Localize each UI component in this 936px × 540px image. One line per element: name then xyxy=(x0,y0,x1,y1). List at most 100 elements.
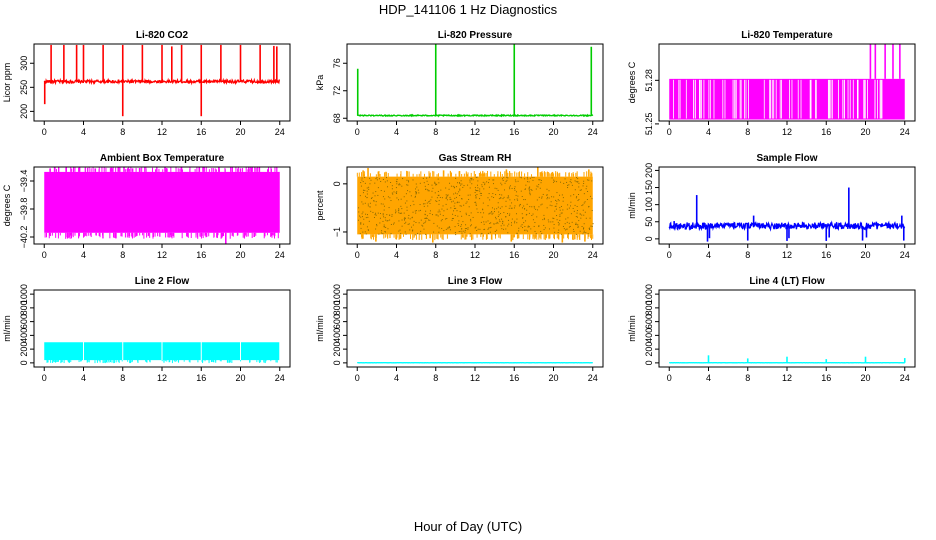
band-dot xyxy=(568,184,570,186)
band-dot xyxy=(514,186,516,188)
band-dot xyxy=(453,210,455,212)
y-axis-label: degrees C xyxy=(2,184,12,226)
band-dot xyxy=(395,209,397,211)
band-dot xyxy=(582,228,584,230)
band-dot xyxy=(494,187,496,189)
x-tick-label: 16 xyxy=(821,127,831,137)
band-dot xyxy=(511,187,513,189)
band-dot xyxy=(454,186,456,188)
x-tick-label: 0 xyxy=(42,250,47,260)
band-dot xyxy=(491,196,493,198)
y-tick-label: 72 xyxy=(332,86,342,96)
band-dot xyxy=(426,180,428,182)
series-band xyxy=(162,342,201,361)
band-dot xyxy=(575,197,577,199)
band-dot xyxy=(469,187,471,189)
band-dot xyxy=(449,196,451,198)
x-tick-label: 0 xyxy=(42,127,47,137)
band-dot xyxy=(366,193,368,195)
band-dot xyxy=(581,214,583,216)
band-dot xyxy=(431,214,433,216)
band-dot xyxy=(506,176,508,178)
band-dot xyxy=(527,230,529,232)
band-dot xyxy=(454,226,456,228)
band-dot xyxy=(467,228,469,230)
band-dot xyxy=(500,197,502,199)
band-dot xyxy=(415,210,417,212)
y-tick-label: 0 xyxy=(644,360,654,365)
band-dot xyxy=(453,193,455,195)
band-dot xyxy=(382,233,384,235)
band-dot xyxy=(543,229,545,231)
band-dot xyxy=(440,220,442,222)
band-dot xyxy=(461,198,463,200)
band-dot xyxy=(435,184,437,186)
band-dot xyxy=(535,208,537,210)
band-dot xyxy=(369,183,371,185)
band-dot xyxy=(465,227,467,229)
band-dot xyxy=(364,195,366,197)
series-band xyxy=(83,342,123,361)
band-dot xyxy=(528,212,530,214)
band-dot xyxy=(481,184,483,186)
x-tick-label: 20 xyxy=(548,127,558,137)
band-dot xyxy=(454,197,456,199)
band-dot xyxy=(389,219,391,221)
band-dot xyxy=(464,230,466,232)
x-tick-label: 8 xyxy=(745,373,750,383)
band-dot xyxy=(576,216,578,218)
band-dot xyxy=(461,215,463,217)
band-dot xyxy=(517,180,519,182)
band-dot xyxy=(505,216,507,218)
band-dot xyxy=(568,226,570,228)
band-dot xyxy=(405,193,407,195)
band-dot xyxy=(382,213,384,215)
y-axis-label: kPa xyxy=(315,75,325,91)
x-tick-label: 24 xyxy=(275,373,285,383)
band-dot xyxy=(477,211,479,213)
band-dot xyxy=(398,208,400,210)
band-dot xyxy=(576,210,578,212)
band-dot xyxy=(529,193,531,195)
band-dot xyxy=(590,225,592,227)
band-dot xyxy=(369,177,371,179)
band-dot xyxy=(431,196,433,198)
band-dot xyxy=(412,179,414,181)
band-dot xyxy=(453,207,455,209)
band-dot xyxy=(398,220,400,222)
band-dot xyxy=(412,230,414,232)
y-tick-label: 400 xyxy=(332,328,342,343)
band-dot xyxy=(487,205,489,207)
y-tick-label: 200 xyxy=(332,342,342,357)
band-dot xyxy=(396,178,398,180)
band-dot xyxy=(494,234,496,236)
y-tick-label: 800 xyxy=(644,300,654,315)
x-tick-label: 12 xyxy=(157,250,167,260)
band-dot xyxy=(509,185,511,187)
band-dot xyxy=(415,212,417,214)
figure-xlabel: Hour of Day (UTC) xyxy=(414,519,522,534)
band-dot xyxy=(456,182,458,184)
band-dot xyxy=(395,211,397,213)
x-tick-label: 24 xyxy=(588,373,598,383)
band-dot xyxy=(587,179,589,181)
band-dot xyxy=(477,187,479,189)
band-dot xyxy=(516,218,518,220)
x-tick-label: 24 xyxy=(588,127,598,137)
band-dot xyxy=(587,233,589,235)
band-dot xyxy=(441,208,443,210)
band-dot xyxy=(534,222,536,224)
band-dot xyxy=(536,185,538,187)
x-tick-label: 12 xyxy=(782,127,792,137)
band-dot xyxy=(404,217,406,219)
band-dot xyxy=(364,202,366,204)
band-dot xyxy=(543,214,545,216)
panel-4: Gas Stream RH 0 4 8 12 16 20 24 −1 0 percent xyxy=(315,153,604,260)
band-dot xyxy=(376,223,378,225)
band-dot xyxy=(378,233,380,235)
band-dot xyxy=(476,190,478,192)
band-dot xyxy=(540,179,542,181)
band-dot xyxy=(522,227,524,229)
band-dot xyxy=(407,223,409,225)
